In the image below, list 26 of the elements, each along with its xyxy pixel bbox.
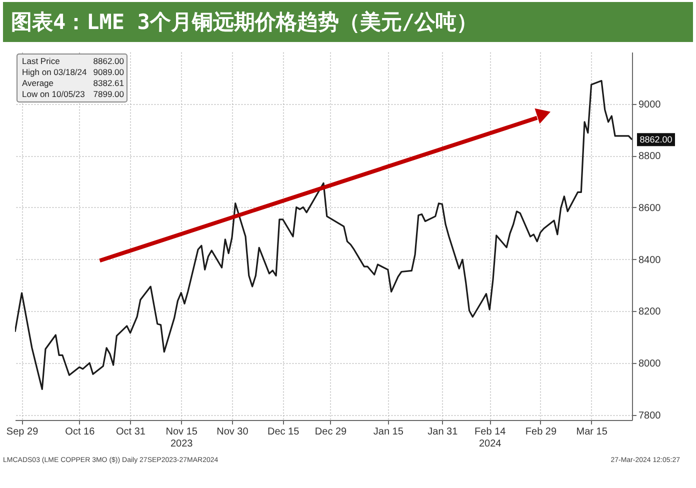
y-tick-label: 8200 (638, 306, 662, 318)
y-tick-label: 7800 (638, 410, 662, 422)
y-tick-label: 8800 (638, 151, 662, 162)
x-tick-label: Dec 15 (267, 426, 300, 438)
x-tick-label: Oct 31 (116, 426, 146, 438)
text: Last Price 8862.00 (22, 56, 124, 66)
x-tick-label: Oct 16 (65, 426, 96, 438)
y-tick-label: 9000 (638, 99, 662, 110)
annotation: Low on 10/05/23 7899.00 (22, 89, 124, 99)
x-tick-label: Sep 29 (6, 426, 39, 438)
x-tick-label: Dec 29 (314, 426, 348, 438)
chart-title: 图表4：LME 3个月铜远期价格趋势（美元/公吨） (3, 2, 693, 42)
x-tick-label: Nov 15 2023 (166, 426, 198, 450)
x-tick-label: Feb 29 (525, 426, 557, 438)
y-tick-label: 8000 (638, 358, 662, 370)
x-tick-label: Mar 15 (576, 426, 608, 438)
y-tick-label: 8400 (638, 254, 662, 266)
annotation: 8862.00 (640, 134, 672, 145)
x-tick-label: Jan 31 (428, 426, 458, 438)
text: Average 8382.61 (22, 78, 124, 88)
x-tick-label: Nov 30 (216, 426, 249, 438)
x-tick-label: Jan 15 (373, 426, 404, 438)
x-tick-label: Feb 14 2024 (474, 426, 506, 450)
y-tick-label: 8600 (638, 202, 662, 214)
line-series (15, 80, 632, 390)
annotation: High on 03/18/24 9089.00 (22, 67, 124, 77)
